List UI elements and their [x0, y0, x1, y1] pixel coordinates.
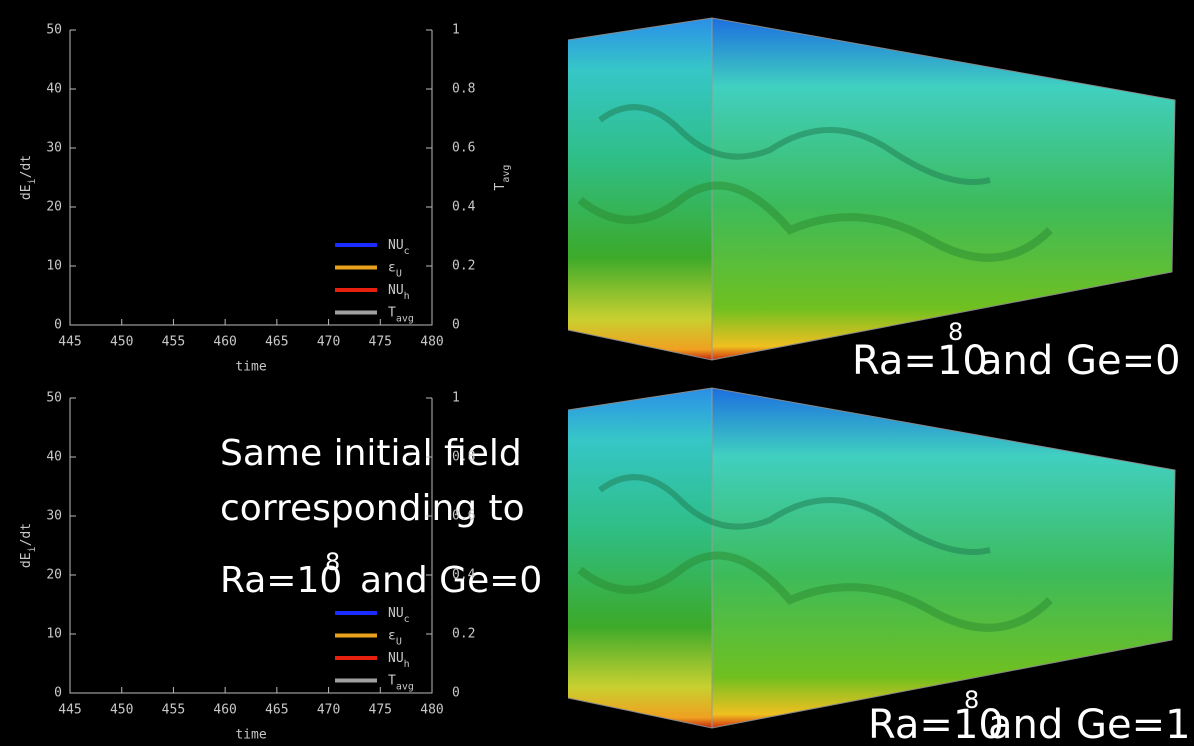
- y2-axis-label: Tavg: [493, 165, 512, 191]
- legend-label-sub: U: [396, 268, 402, 279]
- label-rest: and Ge=0: [978, 338, 1181, 384]
- frame: Same initial field corresponding to Ra=1…: [0, 0, 1194, 746]
- label-rest: and Ge=1: [988, 702, 1191, 746]
- legend-label: Tavg: [388, 305, 414, 324]
- legend-label: NUc: [388, 238, 410, 257]
- legend-label: NUh: [388, 651, 410, 670]
- y-axis-label: dEi/dt: [19, 155, 38, 200]
- y2-tick-label: 0.6: [452, 509, 475, 524]
- y-tick-label: 40: [46, 82, 62, 97]
- legend-label-sub: c: [404, 246, 410, 257]
- axis-frame: [70, 30, 432, 325]
- render-bottom: [568, 388, 1175, 728]
- y-axis-label-end: /dt: [19, 155, 34, 178]
- y-tick-label: 50: [46, 23, 62, 38]
- y2-tick-label: 0: [452, 318, 460, 333]
- legend-label-sub: U: [396, 636, 402, 647]
- x-tick-label: 450: [110, 703, 133, 718]
- x-tick-label: 460: [213, 703, 236, 718]
- label-exp: 8: [948, 318, 963, 346]
- y2-tick-label: 0.8: [452, 450, 475, 465]
- note-exp: 8: [325, 548, 340, 576]
- note-line: corresponding to: [220, 488, 525, 529]
- y-tick-label: 10: [46, 627, 62, 642]
- y-axis-label-main: dE: [19, 552, 34, 568]
- legend-label-main: ε: [388, 628, 396, 643]
- y-tick-label: 20: [46, 568, 62, 583]
- legend-label-main: NU: [388, 606, 404, 621]
- legend-label: NUc: [388, 606, 410, 625]
- y-tick-label: 0: [54, 686, 62, 701]
- note-line: Same initial field: [220, 433, 522, 474]
- y2-tick-label: 1: [452, 391, 460, 406]
- x-tick-label: 460: [213, 335, 236, 350]
- y-axis-label: dEi/dt: [19, 523, 38, 568]
- legend-label: Tavg: [388, 673, 414, 692]
- legend-label-main: NU: [388, 283, 404, 298]
- y2-tick-label: 0.4: [452, 200, 476, 215]
- legend-label-main: T: [388, 673, 396, 688]
- y2-axis-label-main: T: [493, 182, 508, 190]
- y-tick-label: 20: [46, 200, 62, 215]
- y-tick-label: 40: [46, 450, 62, 465]
- x-tick-label: 480: [420, 703, 443, 718]
- legend-label-sub: c: [404, 614, 410, 625]
- x-tick-label: 455: [162, 703, 185, 718]
- x-axis-label: time: [235, 728, 266, 743]
- legend-label-sub: avg: [396, 313, 414, 324]
- label-ra: Ra=10: [868, 702, 1004, 746]
- legend-label: εU: [388, 628, 402, 647]
- y-axis-label-end: /dt: [19, 523, 34, 546]
- x-tick-label: 475: [369, 703, 392, 718]
- label-exp: 8: [964, 686, 979, 714]
- legend-label-main: ε: [388, 260, 396, 275]
- y-tick-label: 10: [46, 259, 62, 274]
- y2-axis-label-sub: avg: [501, 165, 512, 183]
- y2-tick-label: 1: [452, 23, 460, 38]
- render-top: [568, 18, 1175, 360]
- legend-label-main: T: [388, 305, 396, 320]
- y2-tick-label: 0.2: [452, 259, 475, 274]
- x-tick-label: 470: [317, 335, 340, 350]
- y-tick-label: 0: [54, 318, 62, 333]
- x-tick-label: 445: [58, 703, 81, 718]
- legend-label-main: NU: [388, 238, 404, 253]
- y2-tick-label: 0.2: [452, 627, 475, 642]
- x-tick-label: 445: [58, 335, 81, 350]
- y2-tick-label: 0.8: [452, 82, 475, 97]
- x-tick-label: 465: [265, 335, 288, 350]
- x-tick-label: 475: [369, 335, 392, 350]
- y-axis-label-main: dE: [19, 184, 34, 200]
- label-ra: Ra=10: [852, 338, 988, 384]
- legend-label-sub: h: [404, 291, 410, 302]
- x-tick-label: 470: [317, 703, 340, 718]
- legend-label-main: NU: [388, 651, 404, 666]
- y-tick-label: 50: [46, 391, 62, 406]
- x-tick-label: 465: [265, 703, 288, 718]
- legend-label-sub: h: [404, 659, 410, 670]
- note-ra: Ra=10: [220, 560, 342, 601]
- legend-label: NUh: [388, 283, 410, 302]
- x-tick-label: 455: [162, 335, 185, 350]
- x-axis-label: time: [235, 360, 266, 375]
- legend-label: εU: [388, 260, 402, 279]
- y2-tick-label: 0.4: [452, 568, 476, 583]
- y-tick-label: 30: [46, 141, 62, 156]
- y-tick-label: 30: [46, 509, 62, 524]
- x-tick-label: 450: [110, 335, 133, 350]
- legend-label-sub: avg: [396, 681, 414, 692]
- y2-tick-label: 0: [452, 686, 460, 701]
- y2-tick-label: 0.6: [452, 141, 475, 156]
- x-tick-label: 480: [420, 335, 443, 350]
